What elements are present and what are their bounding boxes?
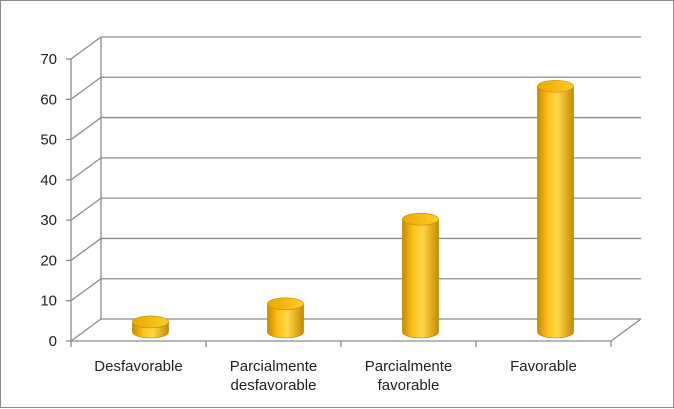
gridline-depth-0 — [70, 318, 102, 342]
grid-layer — [70, 36, 642, 342]
y-tick-label-7: 70 — [40, 51, 57, 68]
label-layer: 0 10 20 30 40 50 60 70 Desfavorable Parcialmente d… — [40, 51, 577, 394]
gridline-depth-1 — [70, 278, 102, 302]
gridline-depth-6 — [70, 76, 102, 100]
y-tick-label-0: 0 — [49, 333, 57, 350]
bar-body-2 — [402, 218, 439, 339]
x-category-label-2-line-1: favorable — [378, 377, 440, 394]
y-tick-label-2: 20 — [40, 252, 57, 269]
y-tick-label-4: 40 — [40, 172, 57, 189]
bar-body-1 — [267, 303, 304, 339]
bar-3 — [537, 79, 574, 339]
x-category-label-2-line-0: Parcialmente — [365, 358, 453, 375]
x-category-label-1-line-1: desfavorable — [231, 377, 317, 394]
y-tick-label-6: 60 — [40, 91, 57, 108]
bar-1 — [267, 297, 304, 339]
gridline-depth-2 — [70, 237, 102, 261]
x-category-label-0-line-0: Desfavorable — [94, 358, 182, 375]
y-tick-label-3: 30 — [40, 212, 57, 229]
bar-layer — [132, 79, 574, 339]
gridline-depth-3 — [70, 197, 102, 221]
bar-top-0 — [132, 315, 169, 329]
x-category-label-2: Parcialmente favorable — [365, 358, 453, 394]
bar-top-3 — [537, 79, 574, 93]
x-category-label-3: Favorable — [510, 358, 577, 375]
bar-body-3 — [537, 85, 574, 339]
y-tick-label-1: 10 — [40, 293, 57, 310]
bar-2 — [402, 212, 439, 339]
gridline-depth-5 — [70, 117, 102, 141]
gridline-depth-4 — [70, 157, 102, 181]
floor-right-edge — [610, 318, 642, 342]
bar-top-1 — [267, 297, 304, 311]
bar-0 — [132, 315, 169, 339]
x-category-label-1-line-0: Parcialmente — [230, 358, 318, 375]
x-category-label-3-line-0: Favorable — [510, 358, 577, 375]
bar-top-2 — [402, 212, 439, 226]
gridline-depth-7 — [70, 36, 102, 60]
y-tick-label-5: 50 — [40, 132, 57, 149]
x-category-label-0: Desfavorable — [94, 358, 182, 375]
axis-layer — [66, 58, 612, 347]
x-category-label-1: Parcialmente desfavorable — [230, 358, 318, 394]
